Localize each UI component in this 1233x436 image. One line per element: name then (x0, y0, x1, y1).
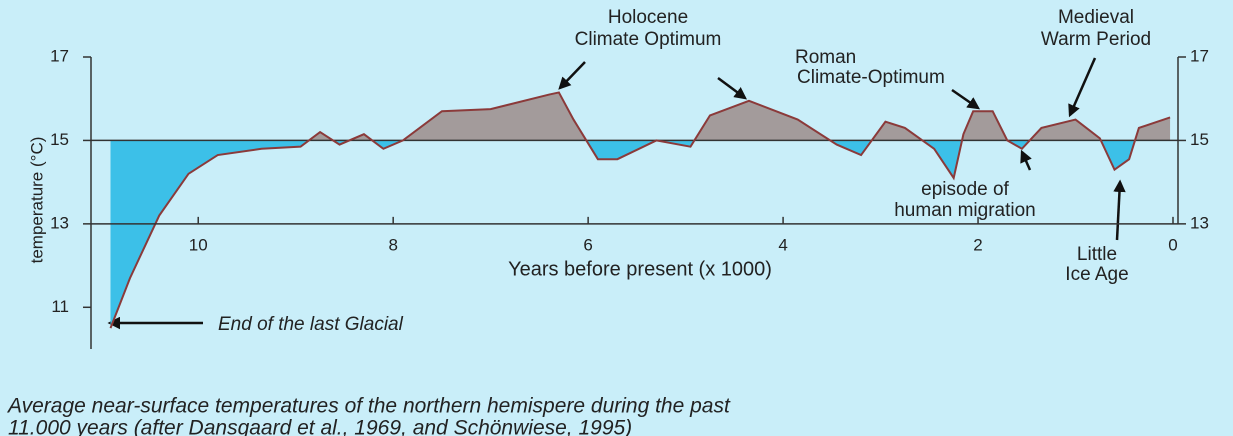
area-above (308, 92, 1171, 141)
arrow (717, 76, 748, 100)
arrow (558, 61, 586, 90)
y-tick-label: 17 (50, 46, 69, 65)
annotation: Roman (795, 47, 856, 68)
caption: 11.000 years (after Dansgaard et al., 19… (8, 417, 632, 436)
caption: Average near-surface temperatures of the… (6, 395, 731, 418)
arrow (951, 88, 981, 110)
annotation: End of the last Glacial (218, 314, 404, 335)
y2-tick-label: 15 (1190, 130, 1209, 149)
annotations: Holocene Climate Optimum Roman Climate-O… (107, 7, 1151, 335)
arrow (1068, 57, 1097, 118)
x-tick-label: 2 (973, 235, 982, 254)
arrow (1113, 179, 1126, 241)
annotation: Little (1077, 244, 1117, 265)
annotation: Climate-Optimum (797, 67, 945, 88)
annotation: human migration (894, 200, 1036, 221)
y-tick-label: 13 (50, 213, 69, 232)
y-tick-label: 11 (51, 297, 69, 316)
x-tick-label: 10 (189, 235, 208, 254)
temperature-line (109, 91, 1171, 329)
annotation: Holocene (608, 7, 688, 28)
x-tick-label: 8 (388, 235, 397, 254)
x-tick-label: 4 (778, 235, 787, 254)
x-tick-label: 6 (583, 235, 592, 254)
x-axis-label: Years before present (x 1000) (508, 258, 772, 280)
annotation: Climate Optimum (575, 29, 722, 50)
annotation: Warm Period (1041, 29, 1151, 50)
y2-tick-label: 13 (1190, 213, 1209, 232)
y-tick-label: 15 (50, 130, 69, 149)
annotation: Ice Age (1065, 264, 1128, 285)
y2-tick-label: 17 (1190, 46, 1209, 65)
arrow (1020, 149, 1032, 171)
y-axis-label: temperature (°C) (27, 137, 46, 264)
x-tick-label: 0 (1168, 235, 1177, 254)
annotation: episode of (921, 179, 1009, 200)
annotation: Medieval (1058, 7, 1134, 28)
